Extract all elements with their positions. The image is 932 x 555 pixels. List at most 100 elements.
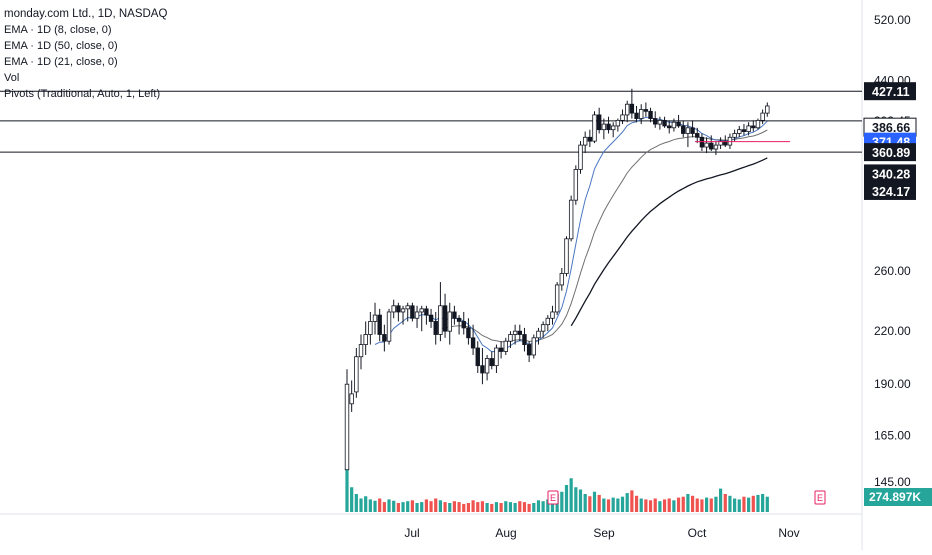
earnings-marker-label: E bbox=[817, 493, 823, 503]
candle bbox=[517, 330, 522, 335]
volume-bar bbox=[504, 501, 508, 512]
volume-bar bbox=[681, 496, 685, 512]
price-label: 427.11 bbox=[872, 85, 910, 99]
candle bbox=[526, 344, 532, 356]
volume-bar bbox=[737, 499, 741, 512]
volume-bar bbox=[620, 496, 625, 512]
study-ema-8[interactable]: EMA · 1D (8, close, 0) bbox=[4, 24, 112, 36]
price-tick: 520.00 bbox=[874, 13, 911, 27]
price-label-box[interactable] bbox=[864, 164, 916, 183]
earnings-marker-label: E bbox=[550, 493, 556, 503]
candle bbox=[699, 136, 705, 148]
volume-bar bbox=[765, 496, 769, 512]
volume-bar bbox=[574, 487, 578, 512]
volume-bar bbox=[658, 501, 662, 512]
candle bbox=[755, 119, 761, 129]
candle bbox=[396, 305, 401, 313]
volume-bar bbox=[583, 494, 587, 512]
volume-label: 274.897K bbox=[869, 490, 921, 504]
study-ema-50[interactable]: EMA · 1D (50, close, 0) bbox=[4, 40, 118, 52]
volume-bar bbox=[354, 494, 358, 512]
volume-bar bbox=[630, 490, 634, 512]
candle bbox=[657, 119, 663, 125]
candle bbox=[452, 311, 457, 319]
volume-bar bbox=[396, 503, 400, 512]
earnings-marker[interactable] bbox=[814, 490, 826, 505]
candle bbox=[484, 358, 490, 374]
volume-bar bbox=[368, 499, 372, 512]
price-tick: 190.00 bbox=[874, 377, 911, 391]
candle bbox=[592, 114, 597, 142]
volume-bar bbox=[648, 500, 653, 512]
study-pivots[interactable]: Pivots (Traditional, Auto, 1, Left) bbox=[4, 88, 161, 100]
volume-bar bbox=[387, 499, 391, 512]
volume-bar bbox=[733, 498, 737, 512]
volume-bar bbox=[719, 488, 723, 512]
candle bbox=[629, 103, 635, 114]
volume-bar bbox=[672, 500, 676, 512]
volume-bar bbox=[546, 499, 550, 512]
volume-bar bbox=[700, 499, 704, 512]
volume-bar bbox=[415, 503, 419, 512]
candle bbox=[732, 133, 737, 138]
candle bbox=[610, 125, 616, 131]
volume-bar bbox=[634, 495, 639, 512]
volume-bar bbox=[359, 498, 363, 512]
volume-bar bbox=[392, 500, 396, 512]
symbol-title[interactable]: monday.com Ltd., 1D, NASDAQ bbox=[4, 8, 168, 20]
candle bbox=[433, 321, 438, 335]
candle bbox=[737, 129, 742, 134]
candle bbox=[634, 112, 639, 119]
price-label-box[interactable] bbox=[864, 181, 916, 200]
candle bbox=[671, 121, 677, 129]
candle bbox=[419, 308, 424, 313]
candle bbox=[564, 238, 569, 274]
volume-bar bbox=[494, 502, 499, 512]
volume-bar bbox=[578, 489, 583, 512]
candle bbox=[475, 347, 480, 367]
price-label-box[interactable] bbox=[864, 143, 916, 162]
price-tick: 220.00 bbox=[874, 324, 911, 338]
volume-bar bbox=[625, 493, 629, 512]
price-label-box[interactable] bbox=[864, 82, 916, 101]
candle bbox=[559, 273, 565, 286]
candle bbox=[414, 311, 420, 319]
volume-bar bbox=[602, 498, 606, 512]
candle bbox=[512, 330, 518, 335]
volume-bar bbox=[550, 498, 555, 512]
study-ema-21[interactable]: EMA · 1D (21, close, 0) bbox=[4, 56, 118, 68]
candle bbox=[428, 314, 434, 322]
candle bbox=[625, 103, 630, 116]
volume-bar bbox=[709, 498, 713, 512]
volume-bar bbox=[448, 503, 452, 512]
candle bbox=[709, 142, 714, 150]
earnings-marker[interactable] bbox=[547, 490, 559, 505]
volume-bar bbox=[639, 498, 643, 512]
candle bbox=[718, 140, 723, 146]
volume-bar bbox=[611, 497, 615, 512]
volume-bar bbox=[761, 494, 765, 512]
candle bbox=[695, 133, 700, 138]
study-volume[interactable]: Vol bbox=[4, 72, 20, 84]
time-tick: Nov bbox=[778, 526, 799, 540]
candle bbox=[554, 284, 560, 313]
volume-bar bbox=[424, 499, 428, 512]
volume-bar bbox=[597, 494, 601, 512]
price-tick: 165.00 bbox=[874, 428, 911, 442]
candle bbox=[578, 144, 583, 170]
candle bbox=[676, 121, 681, 127]
candle bbox=[461, 321, 466, 329]
volume-bar bbox=[429, 501, 433, 512]
volume-bar bbox=[690, 495, 695, 512]
volume-label-box[interactable] bbox=[864, 488, 932, 506]
candle bbox=[363, 334, 368, 345]
time-tick: Sep bbox=[593, 526, 615, 540]
candle bbox=[615, 119, 621, 127]
candle bbox=[368, 321, 373, 335]
candle bbox=[358, 344, 364, 358]
candle bbox=[456, 317, 462, 322]
time-tick: Oct bbox=[688, 526, 707, 540]
chart-legend: monday.com Ltd., 1D, NASDAQ EMA · 1D (8,… bbox=[4, 6, 167, 102]
